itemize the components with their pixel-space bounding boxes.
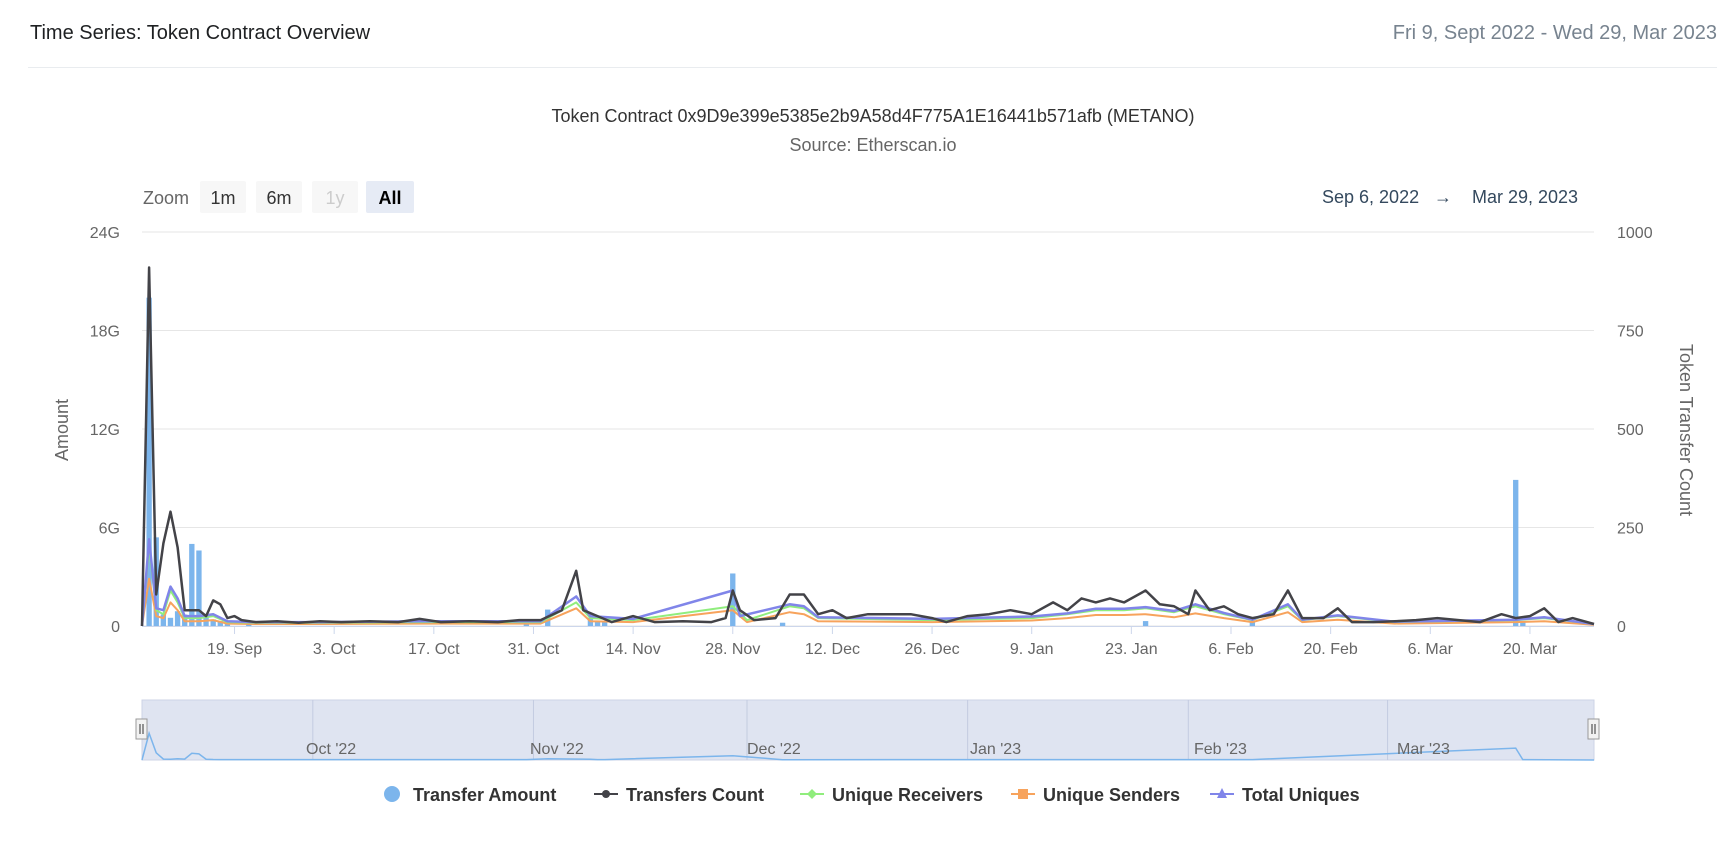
legend-symbol-circle <box>602 790 610 798</box>
y-left-tick-label: 18G <box>90 324 120 341</box>
transfers-count-line[interactable] <box>140 266 1595 627</box>
legend-symbol-triangle <box>1217 788 1227 798</box>
range-from-input[interactable]: Sep 6, 2022 <box>1322 187 1419 207</box>
navigator-grid <box>312 700 1389 760</box>
x-tick-label: 17. Oct <box>408 641 460 658</box>
navigator-mask[interactable] <box>141 699 1595 761</box>
svg-text:All: All <box>378 188 401 208</box>
transfer-amount-bar[interactable] <box>196 550 202 626</box>
y-left-tick-label: 12G <box>90 422 120 439</box>
zoom-1m-button[interactable]: 1m <box>200 181 246 213</box>
navigator-label: Feb '23 <box>1194 741 1247 758</box>
header-date-range: Fri 9, Sept 2022 - Wed 29, Mar 2023 <box>1392 22 1717 44</box>
x-tick-label: 26. Dec <box>904 641 959 658</box>
navigator-label: Mar '23 <box>1397 741 1450 758</box>
chart-title: Token Contract 0x9D9e399e5385e2b9A58d4F7… <box>551 106 1194 126</box>
transfer-amount-bar[interactable] <box>601 621 608 626</box>
y-right-tick-label: 1000 <box>1617 225 1653 242</box>
x-tick-label: 20. Feb <box>1304 641 1358 658</box>
transfer-amount-bar[interactable] <box>167 617 174 626</box>
transfer-amount-bar[interactable] <box>594 621 601 626</box>
range-to-input[interactable]: Mar 29, 2023 <box>1472 187 1578 207</box>
x-tick-label: 3. Oct <box>313 641 356 658</box>
x-tick-label: 28. Nov <box>705 641 760 658</box>
legend-item-total-uniques[interactable]: Total Uniques <box>1210 785 1360 805</box>
y-right-tick-label: 500 <box>1617 422 1644 439</box>
x-tick-label: 12. Dec <box>805 641 860 658</box>
y-axis-right-ticks: 0 250 500 750 1000 <box>1617 225 1653 636</box>
transfer-amount-bar[interactable] <box>217 621 223 626</box>
transfer-amount-series <box>146 297 1526 626</box>
legend-symbol-circle <box>384 786 400 802</box>
y-left-tick-label: 24G <box>90 225 120 242</box>
y-right-tick-label: 750 <box>1617 324 1644 341</box>
y-axis-right-label: Token Transfer Count <box>1676 344 1696 516</box>
x-tick-label: 6. Mar <box>1408 641 1454 658</box>
navigator-series-line <box>141 730 1595 761</box>
y-axis-left-ticks: 0 6G 12G 18G 24G <box>90 225 120 636</box>
x-tick-label: 14. Nov <box>606 641 661 658</box>
transfer-amount-bar[interactable] <box>174 611 181 626</box>
page-title: Time Series: Token Contract Overview <box>30 22 371 44</box>
zoom-label: Zoom <box>143 188 189 208</box>
line-series-group <box>140 266 1595 627</box>
legend-item-unique-senders[interactable]: Unique Senders <box>1011 785 1180 805</box>
transfer-amount-bar[interactable] <box>146 297 152 626</box>
legend-label: Unique Senders <box>1043 785 1180 805</box>
legend-label: Total Uniques <box>1242 785 1360 805</box>
x-axis-ticks: 19. Sep 3. Oct 17. Oct 31. Oct 14. Nov 28. No… <box>142 626 1594 658</box>
navigator-right-handle[interactable] <box>1587 718 1600 740</box>
navigator-label: Jan '23 <box>970 741 1021 758</box>
x-tick-label: 20. Mar <box>1503 641 1558 658</box>
transfer-amount-bar[interactable] <box>779 622 786 626</box>
legend-label: Unique Receivers <box>832 785 983 805</box>
legend-item-transfers-count[interactable]: Transfers Count <box>594 785 764 805</box>
legend-symbol-square <box>1018 789 1028 799</box>
x-tick-label: 6. Feb <box>1208 641 1253 658</box>
navigator-left-handle[interactable] <box>135 718 148 740</box>
y-left-tick-label: 6G <box>99 521 120 538</box>
navigator[interactable]: Oct '22 Nov '22 Dec '22 Jan '23 Feb '23 … <box>135 699 1600 761</box>
navigator-label: Oct '22 <box>306 741 356 758</box>
navigator-label: Nov '22 <box>530 741 584 758</box>
y-left-tick-label: 0 <box>111 619 120 636</box>
zoom-6m-button[interactable]: 6m <box>256 181 302 213</box>
range-arrow: → <box>1434 187 1452 207</box>
page-header: Time Series: Token Contract Overview Fri… <box>28 0 1717 68</box>
y-right-tick-label: 0 <box>1617 619 1626 636</box>
transfer-amount-bar[interactable] <box>1513 479 1519 626</box>
legend-label: Transfers Count <box>626 785 764 805</box>
zoom-all-button[interactable]: All <box>366 181 414 213</box>
legend-item-transfer-amount[interactable]: Transfer Amount <box>384 785 556 805</box>
zoom-1y-button[interactable]: 1y <box>312 181 358 213</box>
y-right-tick-label: 250 <box>1617 521 1644 538</box>
transfer-amount-bar[interactable] <box>160 614 167 626</box>
svg-text:1y: 1y <box>325 188 344 208</box>
x-tick-label: 31. Oct <box>508 641 560 658</box>
transfer-amount-bar[interactable] <box>210 619 216 626</box>
unique-senders-line[interactable] <box>141 577 1595 627</box>
svg-text:6m: 6m <box>266 188 291 208</box>
y-axis-left-label: Amount <box>52 399 72 461</box>
transfer-amount-bar[interactable] <box>1249 621 1256 626</box>
chart-legend: Transfer Amount Transfers Count Unique R… <box>384 785 1360 805</box>
navigator-label: Dec '22 <box>747 741 801 758</box>
transfer-amount-bar[interactable] <box>730 573 736 626</box>
legend-label: Transfer Amount <box>413 785 556 805</box>
transfer-amount-bar[interactable] <box>189 543 195 626</box>
chart-subtitle: Source: Etherscan.io <box>789 135 956 155</box>
gridlines <box>142 231 1594 627</box>
legend-symbol-diamond <box>807 789 817 799</box>
x-tick-label: 9. Jan <box>1010 641 1054 658</box>
legend-item-unique-receivers[interactable]: Unique Receivers <box>800 785 983 805</box>
x-tick-label: 23. Jan <box>1105 641 1157 658</box>
x-tick-label: 19. Sep <box>207 641 262 658</box>
svg-text:1m: 1m <box>210 188 235 208</box>
transfer-amount-bar[interactable] <box>1520 621 1526 626</box>
transfer-amount-bar[interactable] <box>1142 621 1149 626</box>
